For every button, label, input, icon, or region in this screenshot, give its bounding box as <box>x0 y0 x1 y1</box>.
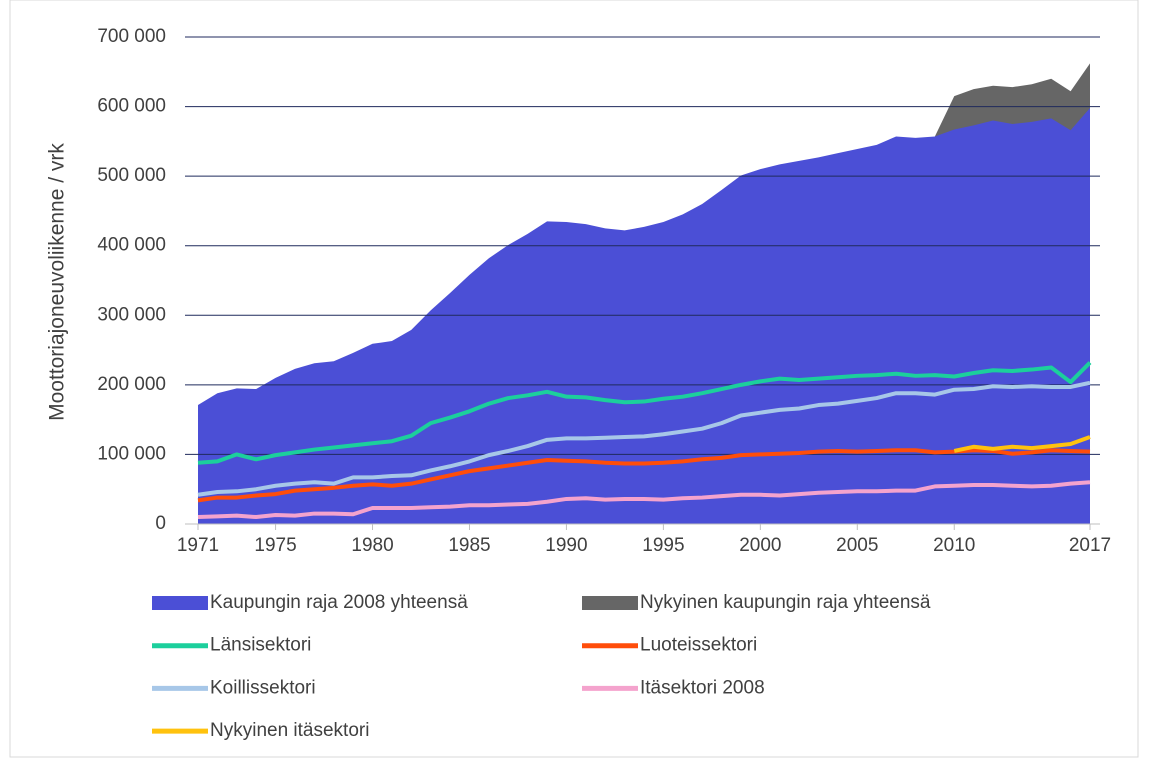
legend-label: Länsisektori <box>210 635 311 656</box>
legend-label: Kaupungin raja 2008 yhteensä <box>210 592 468 613</box>
x-tick-label: 1980 <box>351 535 393 556</box>
y-tick-label: 200 000 <box>97 374 166 395</box>
x-tick-label: 1985 <box>448 535 490 556</box>
y-tick-label: 100 000 <box>97 443 166 464</box>
line <box>953 435 1091 453</box>
x-tick-label: 1995 <box>642 535 684 556</box>
x-tick-label: 2000 <box>739 535 781 556</box>
line <box>197 480 1091 520</box>
area <box>198 107 1090 524</box>
y-axis-label: Moottoriajoneuvoliikenne / vrk <box>46 143 69 421</box>
legend-label: Koillissektori <box>210 677 316 698</box>
y-tick-label: 300 000 <box>97 304 166 325</box>
legend-label: Nykyinen itäsektori <box>210 720 369 741</box>
x-tick-label: 1990 <box>545 535 587 556</box>
y-tick-label: 700 000 <box>97 26 166 47</box>
x-tick-label: 2017 <box>1069 535 1111 556</box>
legend-label: Itäsektori 2008 <box>640 677 765 698</box>
x-tick-label: 2005 <box>836 535 878 556</box>
x-tick-label: 1971 <box>177 535 219 556</box>
line <box>197 380 1091 497</box>
legend-swatch <box>152 596 208 610</box>
x-tick-label: 1975 <box>254 535 296 556</box>
legend-swatch <box>582 596 638 610</box>
legend-label: Nykyinen kaupungin raja yhteensä <box>640 592 931 613</box>
line <box>197 361 1092 465</box>
y-tick-label: 400 000 <box>97 235 166 256</box>
x-tick-label: 2010 <box>933 535 975 556</box>
line <box>197 448 1091 503</box>
y-tick-label: 0 <box>155 513 166 534</box>
y-tick-label: 500 000 <box>97 165 166 186</box>
y-tick-label: 600 000 <box>97 96 166 117</box>
legend-label: Luoteissektori <box>640 635 757 656</box>
